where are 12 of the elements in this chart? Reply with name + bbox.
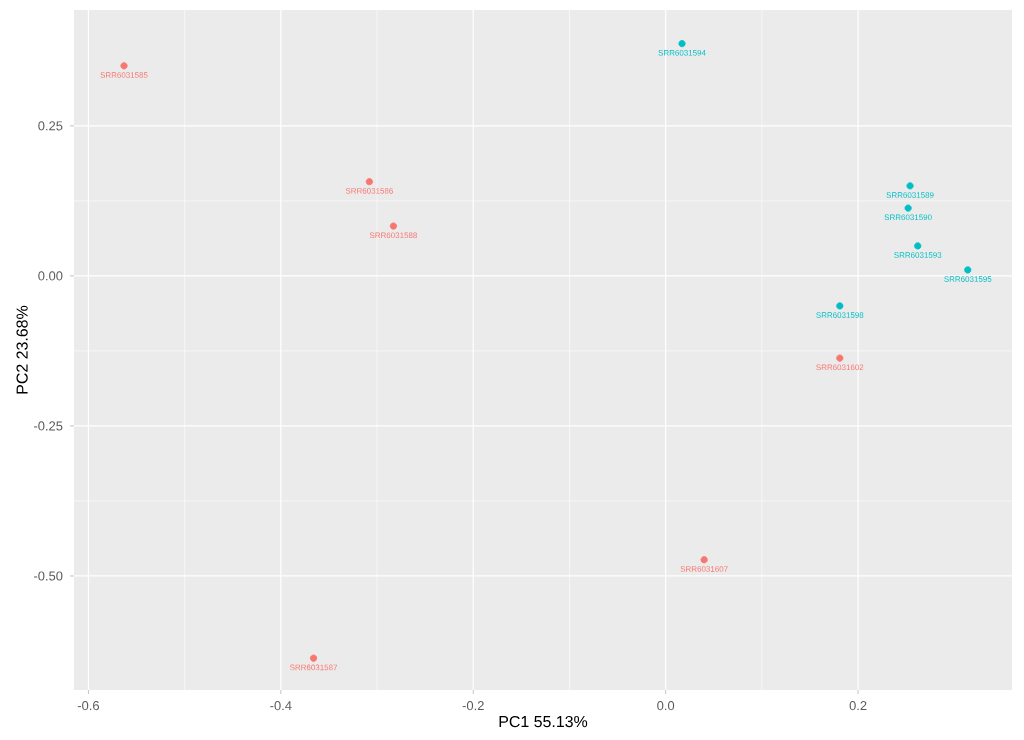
point xyxy=(309,654,318,662)
point xyxy=(964,266,972,274)
point xyxy=(836,354,844,362)
point xyxy=(365,178,373,186)
point xyxy=(836,302,844,310)
point xyxy=(904,204,912,212)
point xyxy=(906,182,914,190)
point xyxy=(678,40,686,48)
point xyxy=(120,62,128,70)
point xyxy=(700,556,708,564)
point xyxy=(389,222,397,230)
point xyxy=(914,242,922,250)
